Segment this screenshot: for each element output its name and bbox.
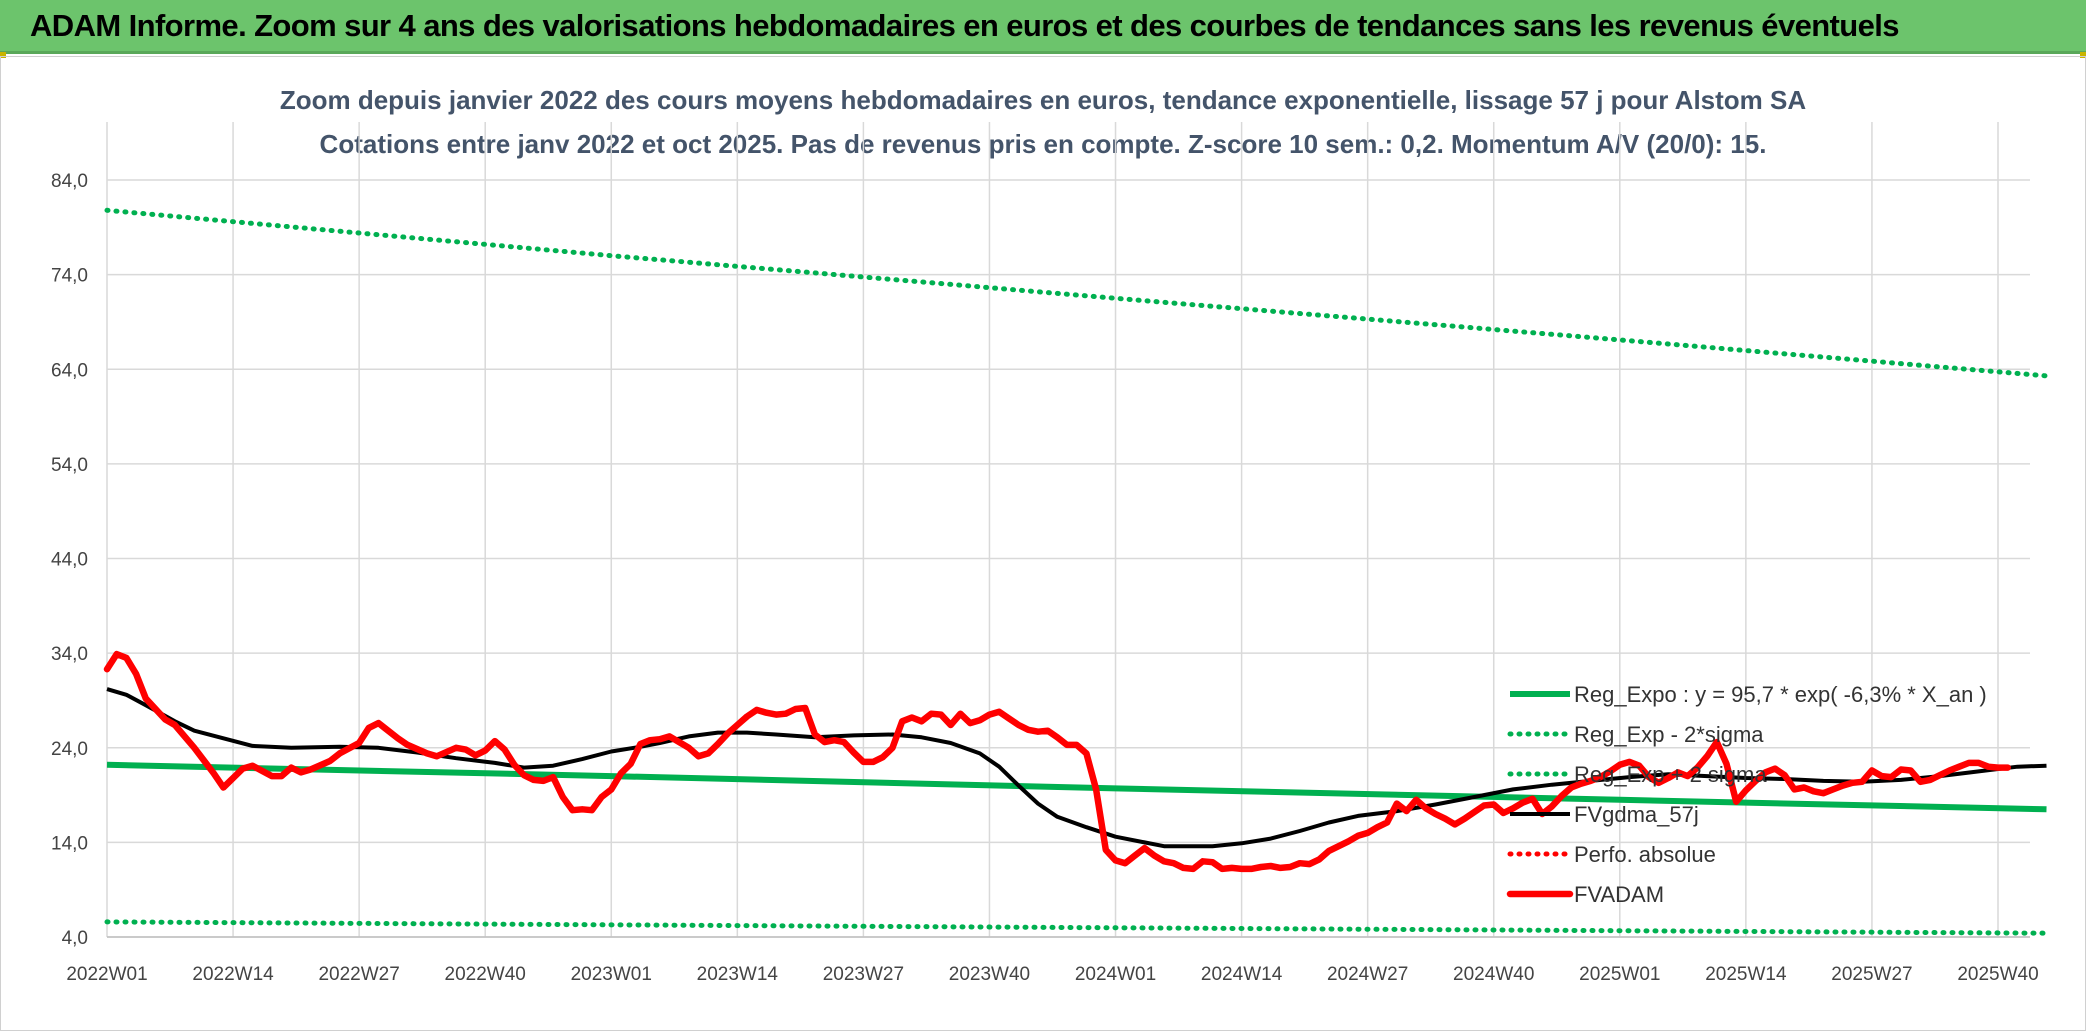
- x-tick-label: 2024W14: [1201, 964, 1283, 985]
- legend-label: Reg_Exp + 2 sigma: [1574, 762, 1767, 787]
- y-tick-label: 84,0: [51, 171, 88, 192]
- x-tick-label: 2022W01: [66, 964, 147, 985]
- y-tick-label: 14,0: [51, 833, 88, 854]
- y-tick-label: 74,0: [51, 266, 88, 287]
- y-tick-label: 64,0: [51, 360, 88, 381]
- y-tick-label: 34,0: [51, 644, 88, 665]
- x-tick-label: 2023W01: [571, 964, 652, 985]
- legend-label: FVgdma_57j: [1574, 802, 1699, 827]
- x-tick-label: 2022W14: [192, 964, 274, 985]
- header-corner-left: [0, 52, 6, 58]
- y-axis: 4,0 14,0 24,0 34,0 44,0 54,0 64,0 74,0 84,0: [51, 171, 88, 949]
- series-line-2: [104, 207, 2049, 379]
- x-tick-label: 2023W14: [697, 964, 779, 985]
- report-header: ADAM Informe. Zoom sur 4 ans des valoris…: [0, 0, 2086, 54]
- series-line-1: [104, 919, 2049, 936]
- legend-label: Reg_Expo : y = 95,7 * exp( -6,3% * X_an …: [1574, 682, 1987, 707]
- y-tick-label: 44,0: [51, 550, 88, 571]
- x-tick-label: 2022W27: [318, 964, 399, 985]
- x-tick-label: 2022W40: [445, 964, 526, 985]
- x-tick-label: 2024W01: [1075, 964, 1156, 985]
- x-tick-label: 2023W27: [823, 964, 904, 985]
- x-tick-label: 2024W27: [1327, 964, 1408, 985]
- chart-title: Zoom depuis janvier 2022 des cours moyen…: [280, 85, 1807, 115]
- series-group: [103, 207, 2049, 936]
- y-tick-label: 4,0: [62, 928, 88, 949]
- x-tick-label: 2025W01: [1579, 964, 1660, 985]
- y-tick-label: 24,0: [51, 739, 88, 760]
- y-tick-label: 54,0: [51, 455, 88, 476]
- x-axis: 2022W01 2022W14 2022W27 2022W40 2023W01 2023W…: [66, 936, 2039, 985]
- legend-label: Reg_Exp - 2*sigma: [1574, 722, 1764, 747]
- legend: Reg_Expo : y = 95,7 * exp( -6,3% * X_an …: [1506, 682, 1987, 907]
- x-tick-label: 2025W14: [1705, 964, 1787, 985]
- x-tick-label: 2023W40: [949, 964, 1030, 985]
- grid: [106, 122, 2030, 938]
- x-tick-label: 2025W27: [1831, 964, 1912, 985]
- legend-label: Perfo. absolue: [1574, 842, 1716, 867]
- chart-subtitle: Cotations entre janv 2022 et oct 2025. P…: [320, 129, 1767, 159]
- x-tick-label: 2024W40: [1453, 964, 1534, 985]
- legend-label: FVADAM: [1574, 882, 1664, 907]
- x-tick-label: 2025W40: [1957, 964, 2038, 985]
- series-line-5: [103, 650, 2011, 873]
- report-title: ADAM Informe. Zoom sur 4 ans des valoris…: [30, 8, 1900, 43]
- series-line-0: [106, 761, 2047, 813]
- header-corner-right: [2080, 52, 2086, 58]
